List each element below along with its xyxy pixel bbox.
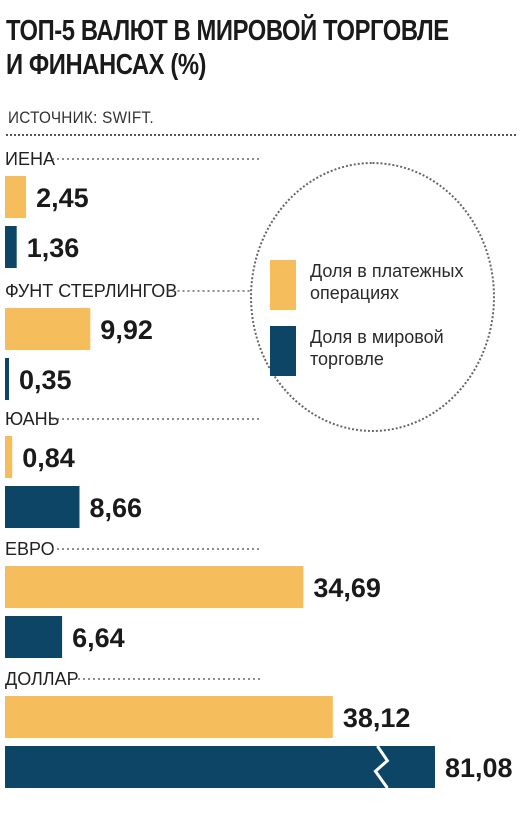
legend-label-trade: Доля в мировой торговле [310,327,444,369]
data-label-юань-series-1: 0,84 [22,443,75,473]
data-label-фунт-стерлингов-series-1: 9,92 [100,315,153,345]
category-label-4: ЕВРО [5,539,55,559]
bar-иена-series-1 [5,176,27,218]
bar-евро-series-2 [5,616,63,658]
data-label-евро-series-2: 6,64 [72,623,125,653]
data-label-юань-series-2: 8,66 [89,493,142,523]
chart-title-line-2: И ФИНАНСАХ (%) [6,49,207,81]
data-label-евро-series-1: 34,69 [313,573,381,603]
bar-фунт-стерлингов-series-1 [5,308,91,350]
legend-item-payments: Доля в платежных операциях [270,260,485,310]
data-label-доллар-series-1: 38,12 [343,703,411,733]
bar-евро-series-1 [5,566,304,608]
category-label-3: ЮАНЬ [5,409,59,429]
legend-swatch-trade [270,326,296,376]
bar-иена-series-2 [5,226,17,268]
bar-доллар-series-2 [5,746,435,788]
data-label-фунт-стерлингов-series-2: 0,35 [19,365,72,395]
bar-доллар-series-1 [5,696,333,738]
data-label-доллар-series-2: 81,08 [445,753,513,783]
chart-title-line-1: ТОП-5 ВАЛЮТ В МИРОВОЙ ТОРГОВЛЕ [6,15,449,47]
legend-label-payments: Доля в платежных операциях [310,261,464,303]
category-label-1: ИЕНА [5,149,55,169]
bar-break-mark [373,745,390,789]
category-label-2: ФУНТ СТЕРЛИНГОВ [5,281,177,301]
bar-юань-series-1 [5,436,13,478]
category-label-5: ДОЛЛАР [5,669,79,689]
data-label-иена-series-1: 2,45 [36,183,89,213]
legend-circle [250,162,495,432]
header-divider [6,134,516,136]
chart-title: ТОП-5 ВАЛЮТ В МИРОВОЙ ТОРГОВЛЕ И ФИНАНСА… [6,14,449,82]
source-note: ИСТОЧНИК: SWIFT. [8,108,154,127]
bar-юань-series-2 [5,486,80,528]
bar-фунт-стерлингов-series-2 [5,358,9,400]
legend-swatch-payments [270,260,296,310]
legend-item-trade: Доля в мировой торговле [270,326,485,376]
data-label-иена-series-2: 1,36 [27,233,80,263]
